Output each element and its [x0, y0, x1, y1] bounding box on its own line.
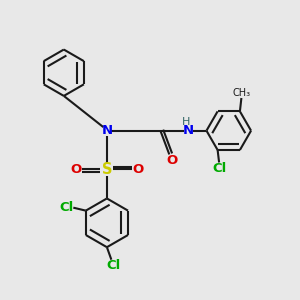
Text: N: N	[101, 124, 112, 137]
Text: H: H	[182, 117, 190, 128]
Text: Cl: Cl	[59, 201, 74, 214]
Text: S: S	[102, 162, 112, 177]
Text: Cl: Cl	[106, 259, 121, 272]
Text: CH₃: CH₃	[232, 88, 250, 98]
Text: N: N	[183, 124, 194, 137]
Text: O: O	[70, 163, 81, 176]
Text: O: O	[133, 163, 144, 176]
Text: Cl: Cl	[213, 162, 227, 175]
Text: O: O	[166, 154, 177, 167]
